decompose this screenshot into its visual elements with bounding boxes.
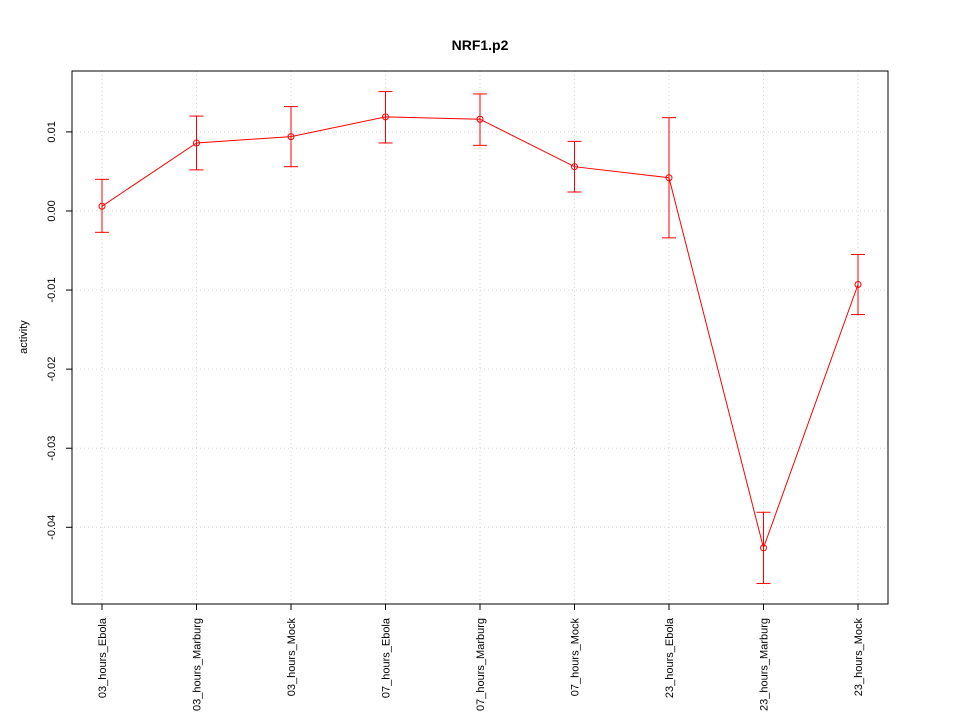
y-tick-label: -0.03: [46, 436, 58, 461]
data-point: [287, 133, 295, 141]
grid: [72, 71, 888, 604]
data-point: [854, 281, 862, 289]
data-point: [665, 174, 673, 182]
y-tick-label: 0.00: [46, 200, 58, 221]
chart-title: NRF1.p2: [452, 37, 509, 53]
x-tick-label: 23_hours_Mock: [853, 618, 865, 697]
data-point: [571, 163, 578, 171]
x-tick-label: 03_hours_Marburg: [192, 618, 204, 711]
y-axis: 0.01 0.00 -0.01 -0.02 -0.03 -0.04: [46, 121, 72, 540]
y-tick-label: -0.04: [46, 515, 58, 540]
x-tick-label: 03_hours_Mock: [286, 618, 298, 697]
series: [95, 91, 865, 584]
x-tick-label: 07_hours_Marburg: [475, 618, 487, 711]
data-point: [98, 202, 106, 210]
x-tick-label: 03_hours_Ebola: [97, 617, 109, 698]
data-point: [476, 115, 484, 123]
plot-frame: [71, 70, 889, 605]
data-point: [382, 113, 389, 121]
x-tick-label: 23_hours_Marburg: [759, 618, 771, 711]
x-tick-label: 07_hours_Mock: [570, 618, 582, 697]
data-point: [193, 139, 200, 147]
y-tick-label: -0.02: [46, 357, 58, 382]
y-axis-label: activity: [18, 320, 30, 354]
y-tick-label: -0.01: [46, 278, 58, 303]
x-axis: 03_hours_Ebola 03_hours_Marburg 03_hours_M…: [97, 604, 865, 711]
y-tick-label: 0.01: [46, 121, 58, 142]
x-tick-label: 07_hours_Ebola: [381, 617, 393, 698]
x-tick-label: 23_hours_Ebola: [664, 617, 676, 698]
data-point: [760, 544, 767, 552]
